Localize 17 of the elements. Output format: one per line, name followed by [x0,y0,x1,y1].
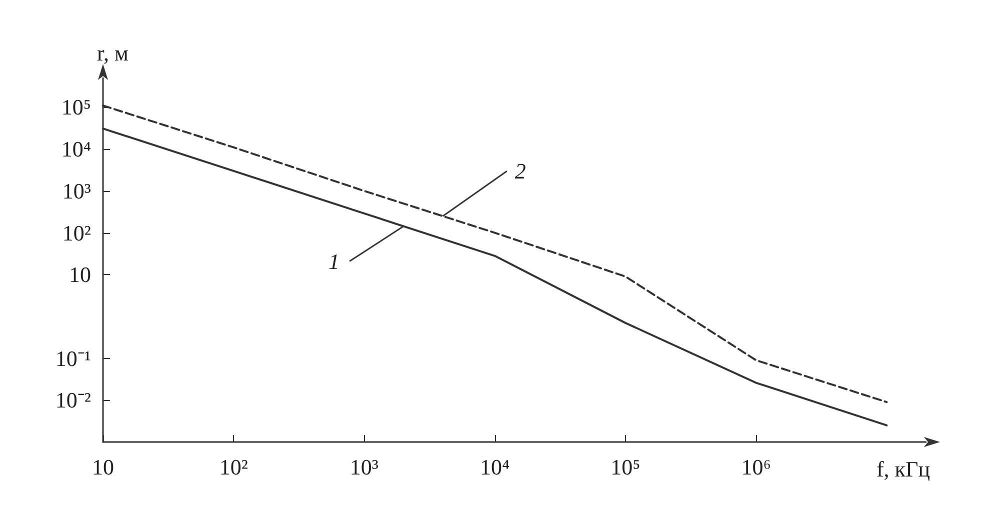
x-tick-label: 10⁶ [741,454,771,480]
y-tick-label: 10⁻² [55,388,92,413]
y-tick-label: 10² [62,220,92,246]
x-axis-title: f, кГц [876,456,930,482]
y-tick-label: 10⁵ [61,94,91,120]
annotation: 1 [328,248,340,274]
y-tick-label: 10 [69,262,91,288]
x-tick-label: 10 [92,454,114,480]
y-tick-label: 10³ [62,178,92,204]
x-tick-label: 10³ [350,454,379,480]
y-axis-title: r, м [97,40,128,66]
x-tick-label: 10⁵ [610,454,640,480]
y-tick-label: 10⁴ [61,136,92,162]
annotation: 2 [514,158,526,184]
x-tick-label: 10² [219,454,248,480]
y-tick-label: 10⁻¹ [55,346,91,371]
x-tick-label: 10⁴ [480,454,510,480]
